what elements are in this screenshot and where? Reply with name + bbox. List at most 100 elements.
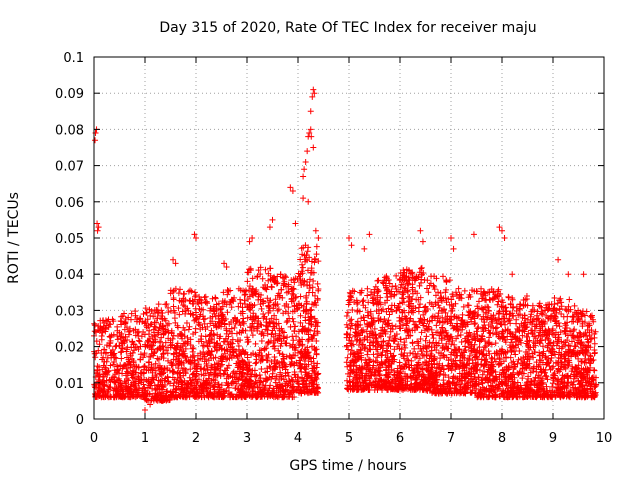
data-point <box>298 245 305 252</box>
data-point <box>519 375 526 382</box>
data-point <box>135 328 142 335</box>
data-point <box>267 265 274 272</box>
data-point <box>135 337 142 344</box>
data-point <box>124 376 131 383</box>
data-point <box>493 324 500 331</box>
data-point <box>486 334 493 341</box>
data-point <box>496 361 503 368</box>
data-point <box>131 375 138 382</box>
data-point <box>119 370 126 377</box>
data-point <box>118 318 125 325</box>
data-point <box>364 285 371 292</box>
data-point <box>264 327 271 334</box>
data-point <box>140 370 147 377</box>
data-point <box>237 296 244 303</box>
data-point <box>130 359 137 366</box>
data-point <box>117 384 124 391</box>
data-point <box>564 313 571 320</box>
data-point <box>92 384 99 391</box>
data-point <box>105 367 112 374</box>
data-point <box>308 306 315 313</box>
data-point <box>137 351 144 358</box>
data-point <box>275 306 282 313</box>
data-point <box>91 328 98 335</box>
data-point <box>91 322 98 329</box>
data-point <box>185 326 192 333</box>
data-point <box>97 323 104 330</box>
data-point <box>165 335 172 342</box>
data-point <box>459 311 466 318</box>
data-point <box>241 297 248 304</box>
data-point <box>171 380 178 387</box>
data-point <box>253 359 260 366</box>
data-point <box>423 285 430 292</box>
data-point <box>111 354 118 361</box>
data-point <box>101 346 108 353</box>
data-point <box>423 333 430 340</box>
data-point <box>551 301 558 308</box>
data-point <box>111 386 118 393</box>
data-point <box>145 359 152 366</box>
data-point <box>364 292 371 299</box>
data-point <box>110 373 117 380</box>
data-point <box>114 323 121 330</box>
data-point <box>117 349 124 356</box>
data-point <box>260 310 267 317</box>
data-point <box>100 317 107 324</box>
data-point <box>130 379 137 386</box>
data-point <box>107 362 114 369</box>
data-point <box>507 354 514 361</box>
data-point <box>132 369 139 376</box>
data-point <box>453 352 460 359</box>
data-point <box>135 363 142 370</box>
data-point <box>516 347 523 354</box>
data-point <box>123 324 130 331</box>
data-point <box>313 243 320 250</box>
data-point <box>155 301 162 308</box>
data-point <box>200 316 207 323</box>
data-point <box>364 351 371 358</box>
data-point <box>252 340 259 347</box>
data-point <box>164 373 171 380</box>
data-point <box>125 369 132 376</box>
data-point <box>114 376 121 383</box>
data-point <box>92 354 99 361</box>
data-point <box>505 293 512 300</box>
data-point <box>133 386 140 393</box>
data-point <box>131 347 138 354</box>
data-point <box>135 380 142 387</box>
data-point <box>136 385 143 392</box>
data-point <box>291 327 298 334</box>
data-point <box>424 277 431 284</box>
data-point <box>540 343 547 350</box>
data-point <box>530 354 537 361</box>
data-point <box>110 350 117 357</box>
data-point <box>433 322 440 329</box>
data-point <box>136 338 143 345</box>
data-point <box>154 355 161 362</box>
data-point <box>104 354 111 361</box>
data-point <box>372 283 379 290</box>
data-point <box>462 343 469 350</box>
data-point <box>252 360 259 367</box>
data-point <box>111 378 118 385</box>
data-point <box>138 393 145 400</box>
data-point <box>190 345 197 352</box>
data-point <box>571 302 578 309</box>
data-point <box>107 334 114 341</box>
data-point <box>298 368 305 375</box>
data-point <box>408 308 415 315</box>
data-point <box>192 325 199 332</box>
data-point <box>102 328 109 335</box>
data-point <box>565 342 572 349</box>
data-point <box>227 287 234 294</box>
data-point <box>103 342 110 349</box>
data-point <box>287 323 294 330</box>
data-point <box>129 355 136 362</box>
data-point <box>271 342 278 349</box>
data-point <box>121 362 128 369</box>
data-point <box>410 318 417 325</box>
data-point <box>137 356 144 363</box>
data-point <box>100 371 107 378</box>
